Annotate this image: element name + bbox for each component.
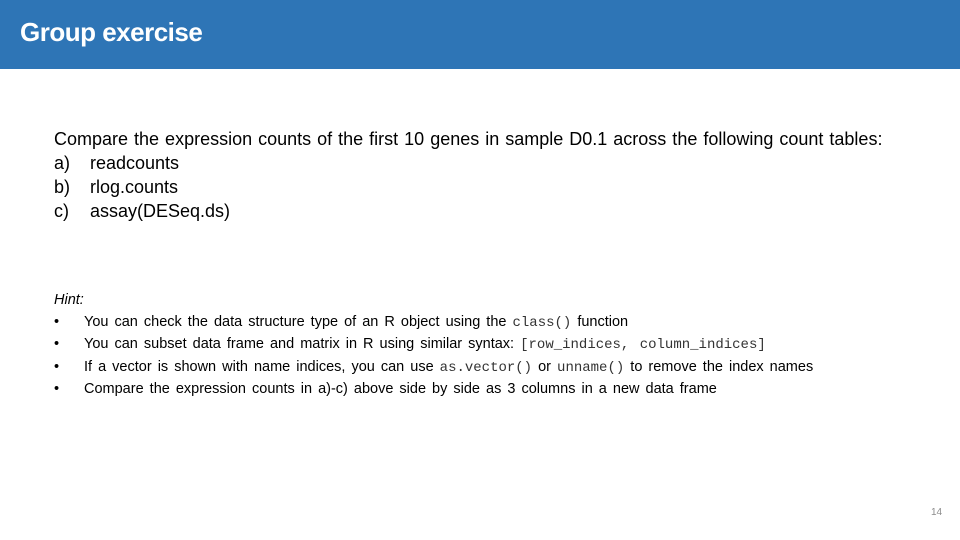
option-marker: a)	[54, 153, 71, 173]
option-item: c) assay(DESeq.ds)	[54, 199, 904, 223]
option-item: b) rlog.counts	[54, 175, 904, 199]
code-snippet: unname()	[557, 359, 625, 376]
bullet-icon: •	[54, 381, 60, 397]
option-text: readcounts	[90, 153, 180, 173]
hint-item: • Compare the expression counts in a)-c)…	[54, 379, 934, 401]
bullet-icon: •	[54, 358, 60, 375]
hint-text: Compare the expression counts in a)-c) a…	[84, 381, 717, 397]
bullet-icon: •	[54, 313, 60, 330]
hint-list: • You can check the data structure type …	[54, 312, 934, 401]
bullet-icon: •	[54, 336, 60, 352]
exercise-prompt: Compare the expression counts of the fir…	[54, 129, 883, 149]
hint-text: You can check the data structure type of…	[84, 313, 629, 331]
option-marker: c)	[54, 201, 69, 221]
option-marker: b)	[54, 177, 71, 197]
option-text: assay(DESeq.ds)	[90, 201, 231, 221]
code-snippet: class()	[512, 314, 572, 331]
hint-item: • You can subset data frame and matrix i…	[54, 334, 934, 357]
exercise-body: Compare the expression counts of the fir…	[54, 127, 904, 223]
option-list: a) readcounts b) rlog.counts c) assay(DE…	[54, 151, 904, 223]
hint-label: Hint:	[54, 292, 84, 308]
hint-text: You can subset data frame and matrix in …	[84, 336, 766, 353]
hint-section: Hint: • You can check the data structure…	[54, 290, 934, 401]
code-snippet: [row_indices, column_indices]	[520, 337, 766, 353]
title-bar: Group exercise	[0, 0, 960, 69]
hint-item: • You can check the data structure type …	[54, 312, 934, 335]
hint-item: • If a vector is shown with name indices…	[54, 357, 934, 380]
hint-text: If a vector is shown with name indices, …	[84, 358, 814, 376]
option-item: a) readcounts	[54, 151, 904, 175]
option-text: rlog.counts	[90, 177, 179, 197]
code-snippet: as.vector()	[439, 359, 533, 376]
slide-title: Group exercise	[20, 17, 203, 47]
page-number: 14	[931, 507, 943, 518]
